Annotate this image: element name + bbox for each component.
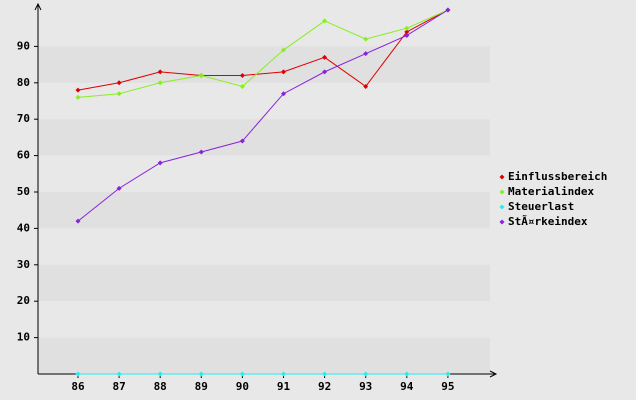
data-point	[322, 371, 328, 377]
data-point	[445, 371, 451, 377]
x-tick-label: 94	[400, 380, 414, 393]
x-tick-label: 88	[154, 380, 167, 393]
data-point	[239, 83, 245, 89]
x-tick-label: 92	[318, 380, 331, 393]
y-tick-label: 90	[17, 39, 30, 52]
data-point	[157, 80, 163, 86]
data-point	[75, 94, 81, 100]
data-point	[281, 47, 286, 53]
data-point	[281, 91, 286, 97]
legend-label: Einflussbereich	[508, 170, 607, 183]
data-point	[157, 160, 163, 166]
data-point	[363, 83, 369, 89]
grid-band	[38, 264, 490, 302]
legend-label: Materialindex	[508, 185, 594, 198]
data-point	[404, 371, 410, 377]
y-tick-label: 60	[17, 149, 30, 162]
x-tick-label: 87	[112, 380, 125, 393]
grid-band	[38, 192, 490, 229]
data-point	[363, 36, 369, 42]
grid-band	[38, 228, 490, 265]
data-point	[239, 138, 245, 144]
data-point	[157, 371, 163, 377]
data-point	[445, 7, 451, 13]
legend-marker	[499, 219, 505, 225]
x-tick-label: 95	[441, 380, 454, 393]
y-tick-label: 30	[17, 258, 30, 271]
data-point	[281, 371, 286, 377]
grid-band	[38, 46, 490, 83]
data-point	[404, 25, 410, 31]
data-point	[322, 18, 328, 24]
data-point	[363, 51, 369, 57]
data-point	[239, 371, 245, 377]
data-point	[116, 185, 122, 191]
data-point	[239, 73, 245, 79]
data-point	[75, 371, 81, 377]
series-line	[77, 9, 449, 91]
data-point	[322, 69, 328, 75]
x-axis-arrow	[489, 370, 498, 378]
y-tick-label: 80	[17, 76, 30, 89]
x-tick-label: 93	[359, 380, 372, 393]
legend-marker	[499, 174, 505, 180]
data-point	[404, 32, 410, 38]
data-point	[116, 91, 122, 97]
grid-band	[38, 10, 490, 47]
legend-label: Steuerlast	[508, 200, 574, 213]
grid-band	[38, 301, 490, 338]
data-point	[322, 54, 328, 60]
data-point	[75, 218, 81, 224]
legend-label: StÃ¤rkeindex	[508, 215, 588, 228]
x-tick-label: 90	[236, 380, 249, 393]
x-tick-label: 91	[277, 380, 291, 393]
legend-marker	[499, 204, 505, 210]
data-point	[198, 73, 204, 79]
data-point	[198, 371, 204, 377]
y-tick-label: 70	[17, 112, 30, 125]
legend-marker	[499, 189, 505, 195]
y-tick-label: 50	[17, 185, 30, 198]
x-tick-label: 89	[195, 380, 208, 393]
data-point	[116, 80, 122, 86]
data-point	[281, 69, 286, 75]
series-line	[77, 9, 449, 98]
data-point	[404, 29, 410, 35]
data-point	[116, 371, 122, 377]
grid-band	[38, 337, 490, 374]
data-point	[363, 371, 369, 377]
grid-band	[38, 119, 490, 156]
data-point	[75, 87, 81, 93]
series-line	[77, 9, 449, 222]
y-tick-label: 20	[17, 294, 30, 307]
data-point	[157, 69, 163, 75]
y-tick-label: 10	[17, 331, 30, 344]
x-tick-label: 86	[71, 380, 85, 393]
grid-band	[38, 82, 490, 120]
data-point	[198, 149, 204, 155]
grid-band	[38, 155, 490, 192]
y-tick-label: 40	[17, 221, 30, 234]
y-axis-arrow	[34, 2, 42, 11]
